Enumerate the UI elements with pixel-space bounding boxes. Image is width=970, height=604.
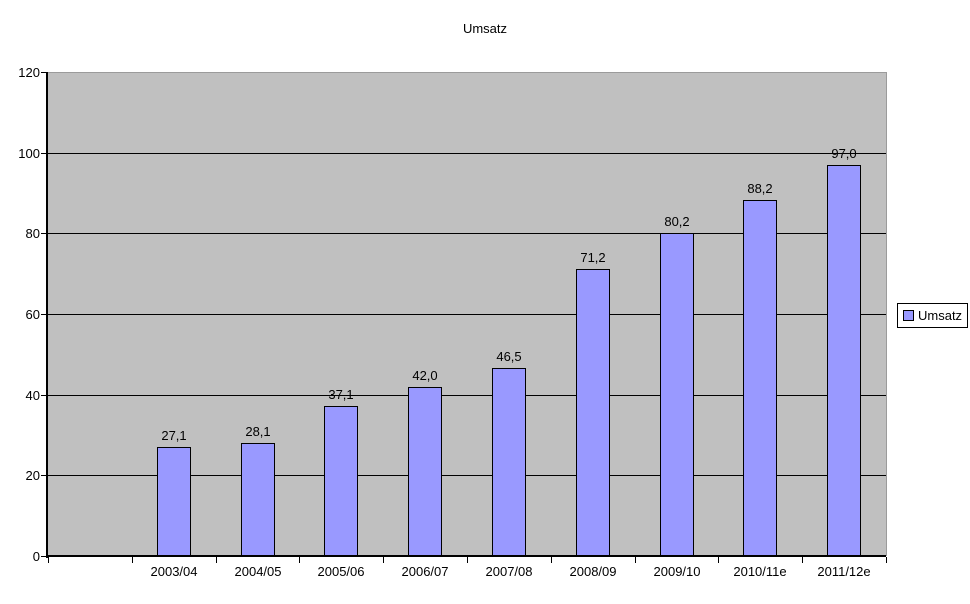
gridline [48, 475, 886, 476]
x-axis-tick [383, 557, 384, 563]
y-tick-label: 0 [32, 549, 40, 564]
bar [827, 165, 861, 556]
y-axis-tick [41, 556, 48, 557]
y-axis-tick [41, 153, 48, 154]
y-tick-label: 40 [25, 388, 40, 403]
x-axis-tick [551, 557, 552, 563]
x-category-label: 2008/09 [569, 564, 617, 579]
x-axis-tick [718, 557, 719, 563]
bar [408, 387, 442, 556]
bar-value-label: 28,1 [245, 424, 271, 439]
x-axis-tick [132, 557, 133, 563]
y-axis-tick [41, 314, 48, 315]
bar-value-label: 88,2 [747, 181, 773, 196]
bar [576, 269, 610, 556]
x-axis-tick [635, 557, 636, 563]
bar [492, 368, 526, 556]
bar-value-label: 42,0 [412, 368, 438, 383]
bar [241, 443, 275, 556]
bar [157, 447, 191, 556]
x-category-label: 2011/12e [817, 564, 871, 579]
x-axis-tick [299, 557, 300, 563]
bar-value-label: 46,5 [496, 349, 522, 364]
gridline [48, 233, 886, 234]
x-axis-tick [467, 557, 468, 563]
bar-value-label: 37,1 [328, 387, 354, 402]
plot-right-border [886, 72, 887, 556]
y-axis-tick [41, 233, 48, 234]
y-axis-line [46, 72, 48, 558]
gridline [48, 314, 886, 315]
y-axis-tick [41, 395, 48, 396]
y-tick-label: 20 [25, 468, 40, 483]
x-category-label: 2006/07 [401, 564, 449, 579]
legend-series-label: Umsatz [918, 308, 963, 323]
y-tick-label: 100 [18, 146, 40, 161]
legend-series-swatch-icon [903, 310, 914, 321]
bar-value-label: 97,0 [831, 146, 857, 161]
bar-value-label: 71,2 [580, 250, 606, 265]
chart-title: Umsatz [462, 21, 508, 36]
bar [324, 406, 358, 556]
x-category-label: 2003/04 [150, 564, 198, 579]
x-axis-tick [216, 557, 217, 563]
x-category-label: 2010/11e [733, 564, 787, 579]
bar [743, 200, 777, 556]
x-category-label: 2007/08 [485, 564, 533, 579]
x-axis-tick [886, 557, 887, 563]
x-axis-tick [802, 557, 803, 563]
y-tick-label: 120 [18, 65, 40, 80]
gridline [48, 395, 886, 396]
gridline [48, 72, 886, 73]
x-axis-line [46, 555, 886, 557]
bar [660, 233, 694, 556]
x-category-label: 2005/06 [317, 564, 365, 579]
x-axis-tick [48, 557, 49, 563]
legend: Umsatz [897, 303, 969, 328]
y-tick-label: 80 [25, 226, 40, 241]
bar-value-label: 80,2 [664, 214, 690, 229]
y-tick-label: 60 [25, 307, 40, 322]
y-axis-tick [41, 475, 48, 476]
bar-value-label: 27,1 [161, 428, 187, 443]
gridline [48, 153, 886, 154]
x-category-label: 2004/05 [234, 564, 282, 579]
x-category-label: 2009/10 [653, 564, 701, 579]
y-axis-tick [41, 72, 48, 73]
